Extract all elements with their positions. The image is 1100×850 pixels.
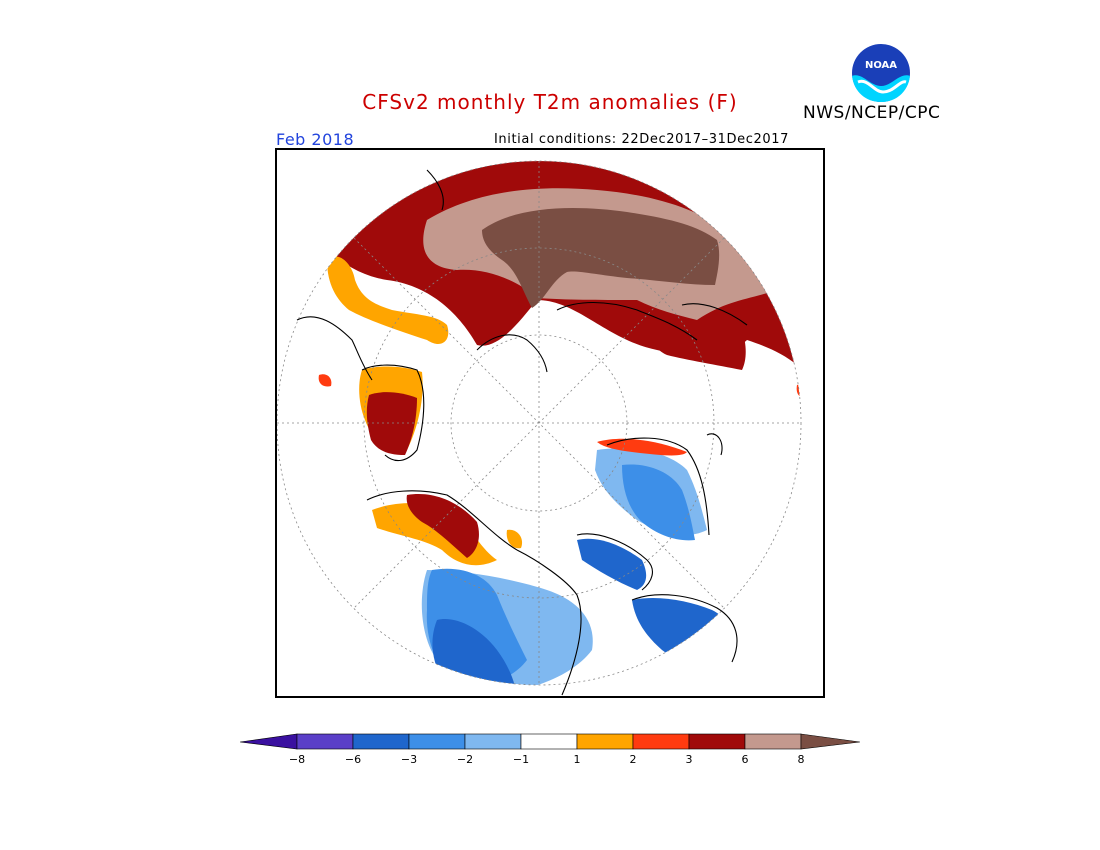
- legend-tick-label: −2: [457, 753, 473, 766]
- cold-anomaly-mid-2: [622, 464, 695, 541]
- legend-swatch-4: [464, 733, 522, 750]
- legend-swatch-8: [688, 733, 746, 750]
- coastlines: [296, 169, 748, 696]
- legend-tick-label: 1: [574, 753, 581, 766]
- legend-swatch-5: [520, 733, 578, 750]
- color-scale-legend: −8 −6 −3 −2 −1 1 2 3 6 8: [240, 733, 860, 766]
- warm-anomaly-brown: [482, 207, 720, 308]
- legend-tick-label: 2: [630, 753, 637, 766]
- forecast-month-label: Feb 2018: [276, 130, 355, 149]
- warm-anomaly-spot-2: [318, 374, 332, 387]
- graticule: [277, 160, 802, 686]
- cold-anomaly-dark-2: [577, 538, 647, 590]
- legend-swatch-9: [744, 733, 802, 750]
- warm-anomaly-red-3: [406, 494, 479, 558]
- legend-tick-label: −3: [401, 753, 417, 766]
- legend-swatch-above-8: [800, 733, 860, 750]
- warm-anomaly-spot-1: [796, 384, 801, 398]
- legend-swatch-2: [352, 733, 410, 750]
- legend-swatch-below-minus-8: [240, 733, 298, 750]
- legend-tick-label: 8: [798, 753, 805, 766]
- legend-tick-label: 3: [686, 753, 693, 766]
- legend-tick-label: −1: [513, 753, 529, 766]
- polar-map-canvas: [277, 160, 802, 696]
- legend-swatch-3: [408, 733, 466, 750]
- agency-label: NWS/NCEP/CPC: [803, 103, 941, 123]
- warm-anomaly-spot-3: [506, 529, 523, 549]
- map-title: CFSv2 monthly T2m anomalies (F): [0, 90, 1100, 114]
- legend-tick-label: −8: [289, 753, 305, 766]
- warm-anomaly-orange: [327, 256, 449, 345]
- warm-anomaly-red-4: [597, 438, 687, 456]
- warm-anomaly-red: [651, 323, 746, 370]
- legend-tick-label: 6: [742, 753, 749, 766]
- legend-swatch-7: [632, 733, 690, 750]
- initial-conditions-label: Initial conditions: 22Dec2017–31Dec2017: [494, 132, 789, 147]
- legend-swatch-6: [576, 733, 634, 750]
- logo-text: NOAA: [865, 60, 897, 71]
- map-title-text: CFSv2 monthly T2m anomalies (F): [362, 90, 738, 114]
- noaa-logo: NOAA: [851, 43, 911, 103]
- warm-anomaly-red-2: [366, 392, 417, 455]
- polar-map: [275, 148, 825, 698]
- legend-swatch-1: [296, 733, 354, 750]
- legend-tick-label: −6: [345, 753, 361, 766]
